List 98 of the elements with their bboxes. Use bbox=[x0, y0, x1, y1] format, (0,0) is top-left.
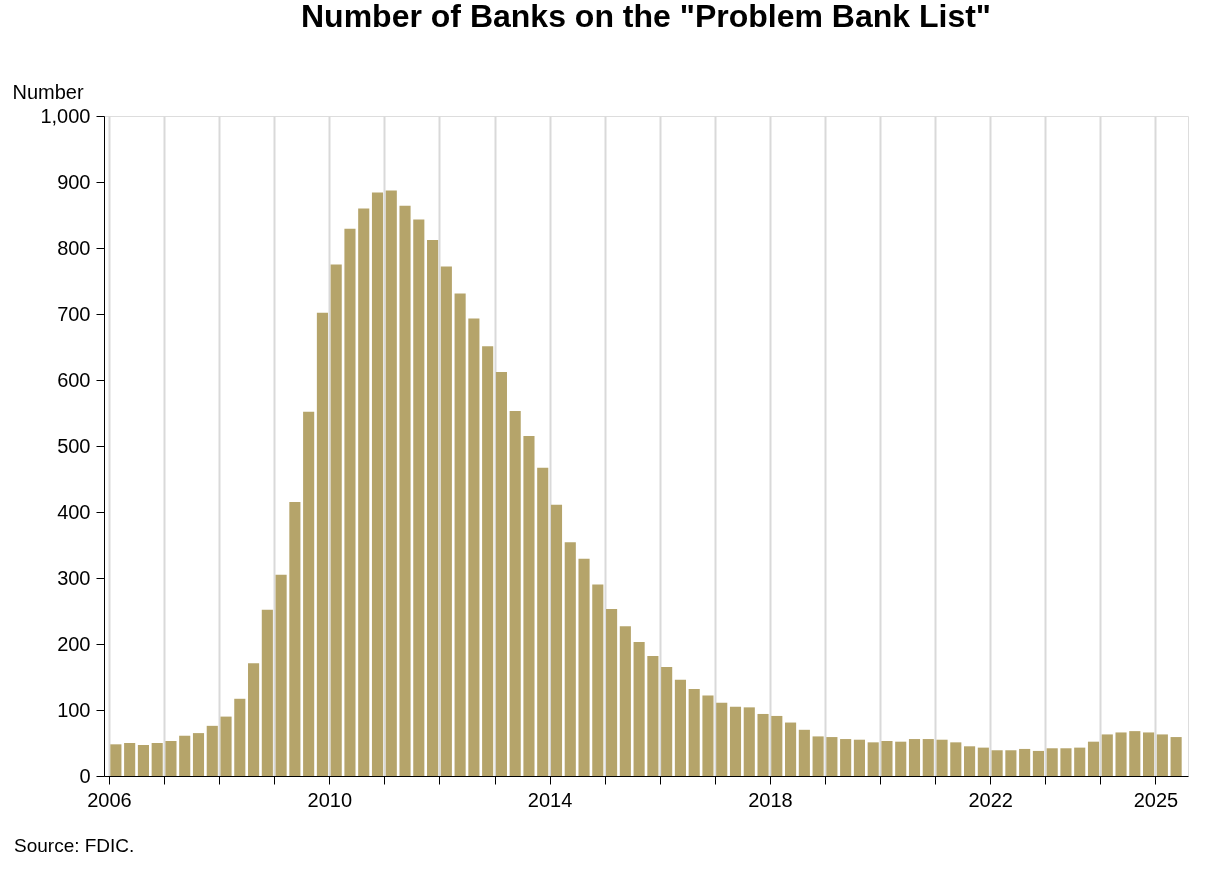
x-tick-label: 2018 bbox=[748, 788, 793, 811]
bar bbox=[1032, 750, 1044, 776]
x-tick-label: 2022 bbox=[968, 788, 1013, 811]
bar bbox=[1046, 748, 1058, 776]
bar bbox=[1087, 741, 1100, 776]
bar bbox=[936, 739, 948, 776]
bar bbox=[468, 318, 480, 776]
bar bbox=[991, 750, 1003, 776]
bar bbox=[110, 744, 122, 776]
bar bbox=[840, 739, 852, 776]
bar bbox=[1074, 747, 1086, 776]
bar bbox=[495, 372, 507, 776]
y-tick-label: 700 bbox=[57, 302, 91, 325]
bar bbox=[1019, 748, 1031, 776]
chart-title: Number of Banks on the "Problem Bank List" bbox=[301, 0, 991, 34]
bar bbox=[509, 411, 521, 776]
bar bbox=[427, 240, 439, 776]
bar bbox=[812, 736, 824, 776]
bar bbox=[234, 698, 246, 776]
bar bbox=[661, 667, 673, 776]
bar bbox=[606, 609, 618, 776]
bar bbox=[895, 741, 907, 776]
bar bbox=[399, 205, 411, 776]
bar bbox=[192, 733, 205, 776]
bar bbox=[564, 542, 576, 776]
bar bbox=[220, 716, 232, 776]
bar bbox=[702, 695, 714, 776]
bar bbox=[633, 642, 645, 776]
bar bbox=[1170, 737, 1182, 776]
bar bbox=[743, 707, 755, 776]
source-note: Source: FDIC. bbox=[14, 835, 135, 856]
bar bbox=[592, 584, 604, 776]
y-tick-label: 200 bbox=[57, 632, 91, 655]
bar bbox=[785, 722, 797, 776]
y-tick-label: 0 bbox=[79, 764, 91, 787]
bar bbox=[688, 688, 700, 776]
bar bbox=[1129, 731, 1141, 776]
bar bbox=[647, 655, 659, 776]
bar bbox=[330, 264, 342, 776]
bar bbox=[881, 741, 893, 776]
bar bbox=[922, 739, 934, 776]
bar bbox=[950, 742, 962, 776]
bar bbox=[619, 626, 631, 776]
bar bbox=[303, 411, 315, 776]
y-tick-label: 300 bbox=[57, 566, 91, 589]
bar bbox=[757, 713, 769, 776]
bar bbox=[371, 192, 384, 776]
y-tick-label: 800 bbox=[57, 236, 91, 259]
bar bbox=[275, 574, 287, 776]
bar bbox=[523, 436, 535, 776]
bar bbox=[344, 228, 356, 776]
bar bbox=[1115, 732, 1127, 776]
bar bbox=[124, 743, 136, 776]
bar bbox=[248, 663, 260, 776]
bar bbox=[977, 747, 989, 776]
bar bbox=[454, 293, 466, 776]
bar bbox=[908, 739, 921, 776]
bar bbox=[537, 467, 549, 776]
x-tick-label: 2025 bbox=[1133, 788, 1179, 811]
bar bbox=[316, 312, 328, 776]
bar bbox=[798, 729, 810, 776]
bar bbox=[964, 746, 976, 776]
bar bbox=[413, 219, 425, 776]
bar bbox=[1143, 732, 1155, 776]
bar bbox=[1101, 734, 1113, 776]
bar bbox=[179, 735, 191, 776]
bar bbox=[1156, 734, 1168, 776]
bar bbox=[206, 725, 218, 776]
x-tick-label: 2010 bbox=[307, 788, 353, 811]
y-tick-label: 500 bbox=[57, 434, 91, 457]
y-tick-label: 1,000 bbox=[40, 104, 91, 127]
bar bbox=[1005, 750, 1017, 776]
bar bbox=[550, 504, 563, 776]
x-tick-label: 2014 bbox=[527, 788, 573, 811]
bar bbox=[289, 502, 301, 776]
bar bbox=[716, 702, 728, 776]
y-tick-label: 400 bbox=[57, 500, 91, 523]
bar bbox=[358, 208, 370, 776]
bar bbox=[151, 743, 163, 776]
bar bbox=[1060, 748, 1072, 776]
bar bbox=[826, 737, 838, 776]
bar bbox=[674, 679, 686, 776]
bar bbox=[385, 190, 397, 776]
bar bbox=[771, 715, 783, 776]
y-tick-label: 100 bbox=[57, 698, 91, 721]
bar bbox=[165, 741, 177, 776]
y-tick-label: 600 bbox=[57, 368, 91, 391]
bar bbox=[867, 742, 879, 776]
y-tick-label: 900 bbox=[57, 170, 91, 193]
bar bbox=[261, 609, 273, 776]
bar bbox=[578, 558, 590, 776]
bar bbox=[729, 706, 742, 776]
bar bbox=[137, 744, 149, 776]
bar bbox=[440, 266, 452, 776]
bar bbox=[853, 739, 865, 776]
y-axis-title: Number bbox=[12, 80, 84, 103]
bar bbox=[482, 346, 494, 776]
x-tick-label: 2006 bbox=[87, 788, 132, 811]
